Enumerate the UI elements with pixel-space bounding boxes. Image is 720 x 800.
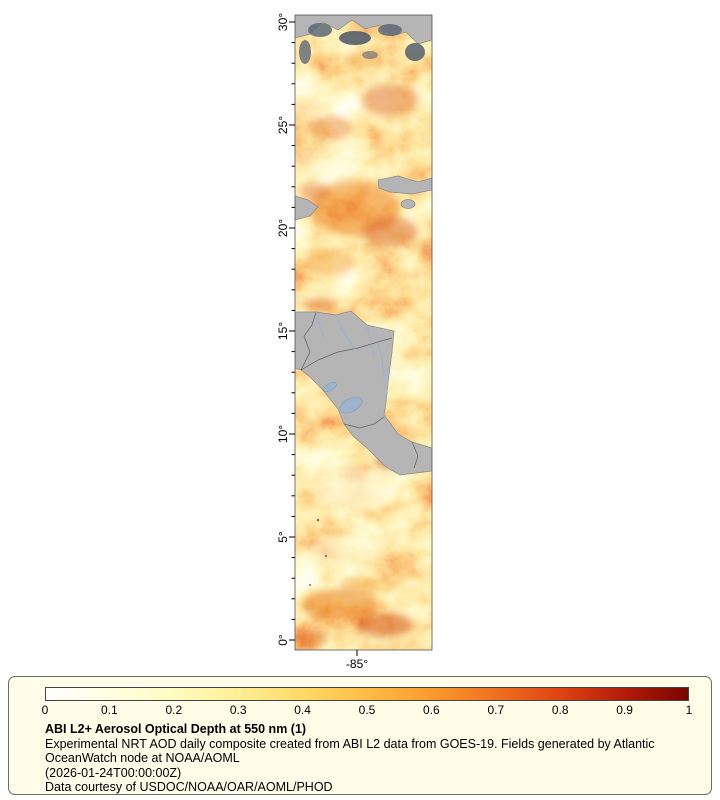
colorbar xyxy=(45,687,689,701)
y-tick-label: 0° xyxy=(276,634,290,646)
x-tick-label: -85° xyxy=(346,657,368,671)
colorbar-tick: 1 xyxy=(685,703,693,717)
legend-title: ABI L2+ Aerosol Optical Depth at 550 nm … xyxy=(45,722,307,736)
landmass xyxy=(295,15,432,586)
y-tick-label: 10° xyxy=(276,425,290,443)
cuba-land xyxy=(377,175,432,195)
colorbar-tick: 0.7 xyxy=(487,703,505,717)
islet xyxy=(316,518,320,522)
y-tick-label: 30° xyxy=(276,13,290,31)
colorbar-tick: 0.9 xyxy=(616,703,633,717)
isla-juventud xyxy=(400,199,416,209)
lake-nicaragua xyxy=(339,396,363,414)
aod-map: 30° 25° 20° 15° 10° 5° 0° -85° xyxy=(276,13,433,671)
y-axis-ticks xyxy=(289,21,295,641)
lake-managua xyxy=(323,382,337,392)
colorbar-tick: 0.8 xyxy=(551,703,569,717)
legend-text-block: ABI L2+ Aerosol Optical Depth at 550 nm … xyxy=(45,722,689,795)
colorbar-tick: 0.4 xyxy=(294,703,311,717)
islet xyxy=(324,554,328,558)
legend-credit: Data courtesy of USDOC/NOAA/OAR/AOML/PHO… xyxy=(45,780,333,794)
islet xyxy=(309,584,311,586)
legend-panel: 0 0.1 0.2 0.3 0.4 0.5 0.6 0.7 0.8 0.9 1 … xyxy=(8,676,712,795)
yucatan-land xyxy=(295,195,319,221)
colorbar-tick: 0.2 xyxy=(165,703,183,717)
y-tick-label: 20° xyxy=(276,219,290,237)
aod-raster xyxy=(295,15,432,650)
map-frame xyxy=(294,14,433,651)
no-data-patches xyxy=(299,23,425,64)
colorbar-tick-labels: 0 0.1 0.2 0.3 0.4 0.5 0.6 0.7 0.8 0.9 1 xyxy=(41,703,693,717)
aod-patches xyxy=(295,51,418,647)
colorbar-tick: 0.5 xyxy=(358,703,376,717)
legend-description: Experimental NRT AOD daily composite cre… xyxy=(45,736,655,766)
colorbar-tick: 0.6 xyxy=(423,703,440,717)
colorbar-tick: 0 xyxy=(41,703,49,717)
y-tick-label: 5° xyxy=(276,531,290,543)
rivers xyxy=(315,311,391,401)
colorbar-tick: 0.3 xyxy=(229,703,247,717)
y-axis-labels: 30° 25° 20° 15° 10° 5° 0° xyxy=(276,13,290,646)
colorbar-tick: 0.1 xyxy=(101,703,118,717)
country-borders xyxy=(300,311,419,469)
y-tick-label: 15° xyxy=(276,322,290,340)
legend-timestamp: (2026-01-24T00:00:00Z) xyxy=(45,765,182,780)
y-tick-label: 25° xyxy=(276,116,290,134)
